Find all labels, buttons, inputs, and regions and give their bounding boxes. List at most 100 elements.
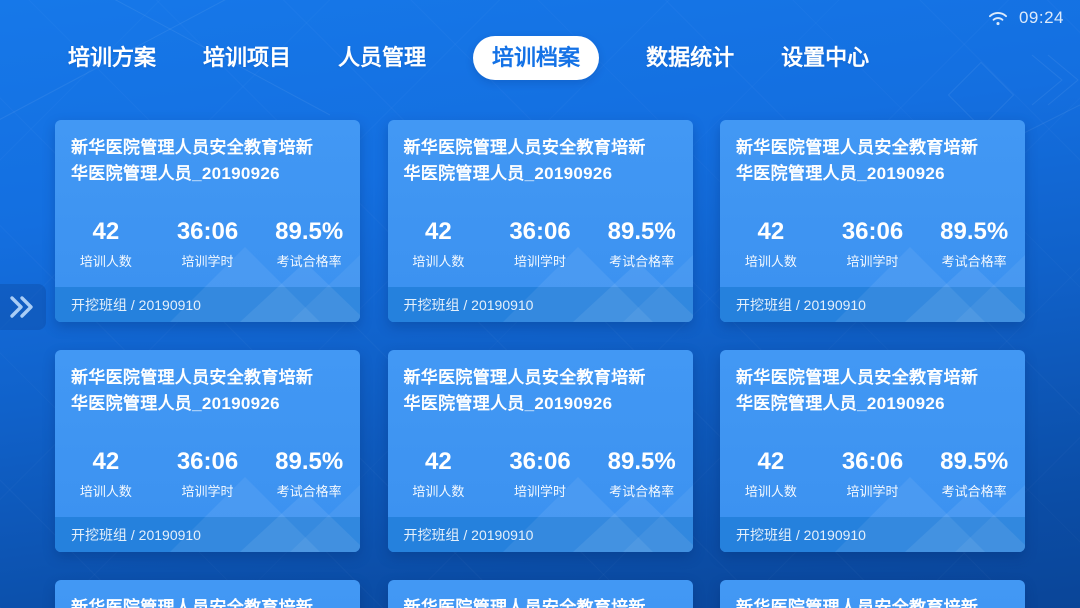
card-footer-text: 开挖班组 / 20190910 [736,296,866,313]
stat-training-hours: 36:06 培训学时 [157,448,259,500]
card-title-line2: 华医院管理人员_20190926 [736,394,945,413]
stat-value: 42 [92,448,120,475]
card-footer: 开挖班组 / 20190910 [55,287,360,322]
card-title-line2: 华医院管理人员_20190926 [403,394,613,413]
stat-label: 培训学时 [514,484,567,499]
expand-panel-handle[interactable] [0,284,46,330]
tab-training-archive[interactable]: 培训档案 [473,36,600,80]
training-card[interactable]: 新华医院管理人员安全教育培新 华医院管理人员_20190926 42 培训人数 … [55,580,360,608]
stat-label: 考试合格率 [609,254,675,269]
stat-value: 89.5% [275,218,344,245]
card-title-line1: 新华医院管理人员安全教育培新 [71,368,314,387]
card-footer-text: 开挖班组 / 20190910 [403,526,534,543]
card-footer: 开挖班组 / 20190910 [720,287,1025,322]
status-bar: 09:24 [987,8,1064,28]
stat-pass-rate: 89.5% 考试合格率 [591,218,693,270]
card-stats: 42 培训人数 36:06 培训学时 89.5% 考试合格率 [388,218,693,270]
tab-training-project[interactable]: 培训项目 [203,36,291,80]
card-title-line1: 新华医院管理人员安全教育培新 [403,138,646,157]
card-footer: 开挖班组 / 20190910 [387,287,693,322]
card-stats: 42 培训人数 36:06 培训学时 89.5% 考试合格率 [720,448,1025,500]
training-card[interactable]: 新华医院管理人员安全教育培新 华医院管理人员_20190926 42 培训人数 … [720,120,1025,322]
stat-pass-rate: 89.5% 考试合格率 [258,448,360,500]
stat-trainees: 42 培训人数 [720,218,822,270]
card-title-line2: 华医院管理人员_20190926 [71,394,280,413]
stat-value: 89.5% [940,218,1009,245]
stat-value: 42 [92,218,120,245]
nav-tabs: 培训方案 培训项目 人员管理 培训档案 数据统计 设置中心 [68,36,869,80]
card-title-line1: 新华医院管理人员安全教育培新 [736,138,979,157]
stat-pass-rate: 89.5% 考试合格率 [923,218,1025,270]
stat-training-hours: 36:06 培训学时 [822,448,924,500]
tab-data-statistics[interactable]: 数据统计 [646,36,734,80]
nav-tab-label: 培训项目 [203,45,292,70]
stat-label: 考试合格率 [276,254,342,269]
training-card[interactable]: 新华医院管理人员安全教育培新 华医院管理人员_20190926 42 培训人数 … [387,580,693,608]
clock: 09:24 [1018,8,1064,27]
stat-training-hours: 36:06 培训学时 [822,218,924,270]
wifi-icon [988,12,1007,26]
tab-settings-center[interactable]: 设置中心 [781,36,869,80]
nav-tab-label: 人员管理 [338,45,427,70]
stat-value: 42 [424,448,452,475]
stat-pass-rate: 89.5% 考试合格率 [923,448,1025,500]
stat-label: 培训学时 [846,484,899,499]
stat-label: 培训人数 [744,484,797,499]
nav-tab-label: 培训档案 [492,45,581,70]
training-card[interactable]: 新华医院管理人员安全教育培新 华医院管理人员_20190926 42 培训人数 … [387,350,693,552]
nav-tab-label: 设置中心 [781,45,870,70]
stat-value: 89.5% [607,448,676,475]
stat-label: 培训学时 [181,254,234,269]
tab-personnel-management[interactable]: 人员管理 [338,36,426,80]
card-title: 新华医院管理人员安全教育培新 华医院管理人员_20190926 [720,580,1025,608]
stat-value: 42 [757,448,785,475]
cards-grid: 新华医院管理人员安全教育培新 华医院管理人员_20190926 42 培训人数 … [55,120,1025,608]
card-stats: 42 培训人数 36:06 培训学时 89.5% 考试合格率 [720,218,1025,270]
card-footer-text: 开挖班组 / 20190910 [71,296,201,313]
stat-training-hours: 36:06 培训学时 [489,218,591,270]
stat-label: 培训人数 [79,484,132,499]
card-title-line1: 新华医院管理人员安全教育培新 [736,368,979,387]
training-card[interactable]: 新华医院管理人员安全教育培新 华医院管理人员_20190926 42 培训人数 … [720,580,1025,608]
stat-pass-rate: 89.5% 考试合格率 [258,218,360,270]
stat-training-hours: 36:06 培训学时 [489,448,591,500]
stat-value: 36:06 [176,218,239,245]
card-title: 新华医院管理人员安全教育培新 华医院管理人员_20190926 [55,580,360,608]
stat-label: 培训人数 [79,254,132,269]
card-footer: 开挖班组 / 20190910 [720,517,1025,552]
training-card[interactable]: 新华医院管理人员安全教育培新 华医院管理人员_20190926 42 培训人数 … [55,120,360,322]
stat-value: 36:06 [841,448,904,475]
card-title: 新华医院管理人员安全教育培新 华医院管理人员_20190926 [55,120,360,187]
stat-value: 89.5% [940,448,1009,475]
stat-value: 89.5% [275,448,344,475]
card-title: 新华医院管理人员安全教育培新 华医院管理人员_20190926 [388,350,693,417]
training-card[interactable]: 新华医院管理人员安全教育培新 华医院管理人员_20190926 42 培训人数 … [387,120,693,322]
training-card[interactable]: 新华医院管理人员安全教育培新 华医院管理人员_20190926 42 培训人数 … [720,350,1025,552]
stat-label: 培训学时 [514,254,567,269]
stat-value: 36:06 [509,448,571,475]
stat-value: 36:06 [841,218,904,245]
stat-label: 培训人数 [744,254,797,269]
card-title-line1: 新华医院管理人员安全教育培新 [736,598,979,608]
card-title: 新华医院管理人员安全教育培新 华医院管理人员_20190926 [55,350,360,417]
training-card[interactable]: 新华医院管理人员安全教育培新 华医院管理人员_20190926 42 培训人数 … [55,350,360,552]
card-footer-text: 开挖班组 / 20190910 [71,526,201,543]
card-title: 新华医院管理人员安全教育培新 华医院管理人员_20190926 [720,120,1025,187]
card-footer: 开挖班组 / 20190910 [55,517,360,552]
stat-label: 培训学时 [181,484,234,499]
card-title-line2: 华医院管理人员_20190926 [71,164,280,183]
double-chevron-right-icon [10,296,33,318]
card-stats: 42 培训人数 36:06 培训学时 89.5% 考试合格率 [388,448,693,500]
card-title-line2: 华医院管理人员_20190926 [403,164,613,183]
stat-value: 36:06 [176,448,239,475]
stat-label: 考试合格率 [941,254,1007,269]
stat-trainees: 42 培训人数 [720,448,822,500]
card-footer-text: 开挖班组 / 20190910 [403,296,534,313]
card-title: 新华医院管理人员安全教育培新 华医院管理人员_20190926 [388,580,693,608]
stat-label: 考试合格率 [276,484,342,499]
stat-value: 42 [424,218,452,245]
tab-training-plan[interactable]: 培训方案 [68,36,156,80]
stat-trainees: 42 培训人数 [55,218,157,270]
card-title-line1: 新华医院管理人员安全教育培新 [71,598,314,608]
